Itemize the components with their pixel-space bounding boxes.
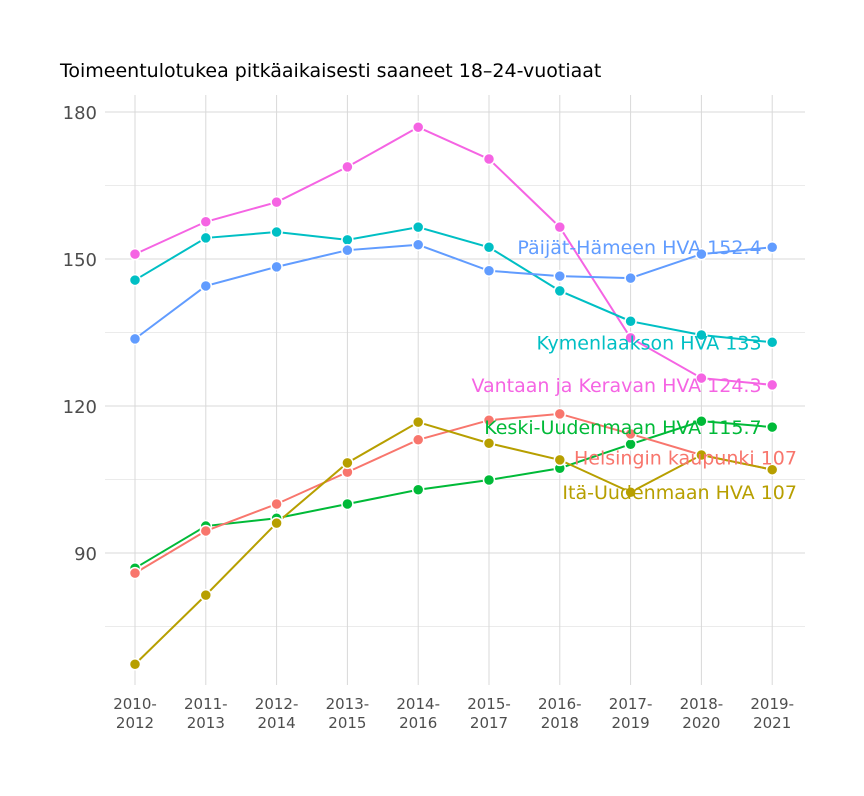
chart-title: Toimeentulotukea pitkäaikaisesti saaneet… — [59, 60, 601, 82]
data-point — [624, 331, 637, 345]
data-point — [270, 260, 283, 274]
axis-labels: 90 120 150 180 2010-2012 2011-2013 2012-2014 20… — [63, 103, 794, 732]
data-point — [482, 264, 496, 278]
x-tick-label: 2013-2015 — [326, 695, 370, 732]
data-point — [270, 516, 283, 530]
series-line — [134, 126, 773, 386]
data-point — [553, 284, 567, 298]
data-point — [553, 220, 567, 234]
x-tick-label: 2016-2018 — [538, 695, 582, 732]
data-point — [553, 269, 567, 283]
data-point — [553, 453, 567, 467]
data-point — [624, 314, 637, 328]
data-point — [411, 433, 425, 447]
data-point — [695, 328, 708, 342]
data-point — [128, 657, 142, 671]
data-point — [482, 240, 496, 254]
data-point — [341, 233, 354, 247]
series-label: Kymenlaakson HVA 133 — [536, 332, 761, 354]
series-line — [134, 412, 773, 574]
data-point — [128, 332, 142, 346]
series-line — [134, 421, 773, 665]
data-point — [270, 195, 283, 209]
data-point — [624, 271, 637, 285]
series-label: Päijät-Hämeen HVA 152.4 — [517, 237, 761, 259]
data-point — [341, 497, 354, 511]
x-tick-label: 2014-2016 — [396, 695, 440, 732]
y-tick-label: 90 — [74, 544, 97, 565]
data-point — [270, 225, 283, 239]
x-tick-label: 2019-2021 — [750, 695, 794, 732]
y-tick-label: 120 — [63, 397, 97, 418]
x-tick-label: 2018-2020 — [680, 695, 724, 732]
x-tick-label: 2012-2014 — [255, 695, 299, 732]
series-line — [134, 226, 773, 344]
series-label: Vantaan ja Keravan HVA 124.3 — [471, 375, 761, 397]
data-point — [482, 413, 496, 427]
x-tick-label: 2017-2019 — [609, 695, 653, 732]
data-point — [199, 524, 213, 538]
data-point — [553, 407, 567, 421]
data-point — [624, 485, 637, 499]
series-labels: Vantaan ja Keravan HVA 124.3 Kymenlaakson… — [471, 237, 797, 504]
data-point — [482, 436, 496, 450]
data-point — [341, 160, 354, 174]
x-tick-label: 2015-2017 — [467, 695, 511, 732]
data-point — [411, 238, 425, 252]
series-lines — [134, 126, 773, 665]
data-point — [270, 497, 283, 511]
series-label: Helsingin kaupunki 107 — [574, 447, 797, 469]
data-point — [482, 473, 496, 487]
series-label: Itä-Uudenmaan HVA 107 — [562, 482, 797, 504]
data-point — [128, 273, 142, 287]
data-point — [199, 215, 213, 229]
data-point — [765, 463, 779, 476]
data-point — [199, 231, 213, 245]
data-point — [341, 456, 354, 470]
data-point — [341, 243, 354, 257]
data-point — [695, 448, 708, 462]
data-point — [695, 371, 708, 385]
data-point — [411, 220, 425, 234]
data-point — [128, 566, 142, 580]
data-point — [765, 420, 779, 434]
data-point — [128, 247, 142, 261]
x-tick-label: 2011-2013 — [184, 695, 228, 732]
data-point — [765, 378, 779, 392]
x-tick-label: 2010-2012 — [113, 695, 157, 732]
data-point — [199, 279, 213, 293]
data-point — [695, 414, 708, 428]
y-tick-label: 150 — [63, 250, 97, 271]
series-points — [128, 120, 779, 671]
data-point — [199, 588, 213, 602]
data-point — [411, 415, 425, 429]
series-line — [134, 243, 773, 340]
data-point — [624, 427, 637, 441]
series-label: Keski-Uudenmaan HVA 115.7 — [484, 417, 761, 439]
data-point — [482, 152, 496, 166]
series-line — [134, 420, 773, 570]
data-point — [695, 247, 708, 261]
data-point — [411, 483, 425, 497]
y-tick-label: 180 — [63, 103, 97, 124]
data-point — [765, 336, 779, 349]
data-point — [765, 240, 779, 254]
data-point — [411, 120, 425, 134]
